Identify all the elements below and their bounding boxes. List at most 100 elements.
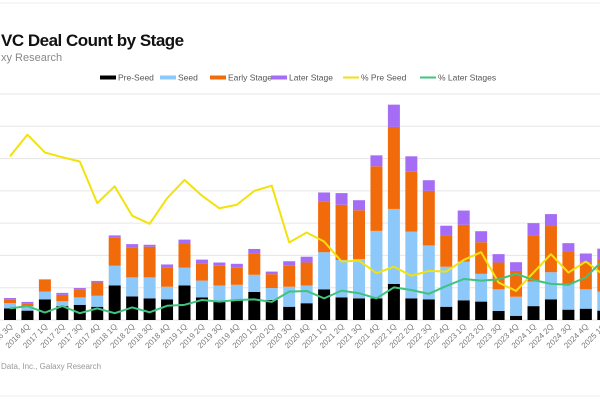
bar-later-stage xyxy=(492,254,505,263)
bar-early-stage xyxy=(527,235,540,282)
legend-label: Seed xyxy=(178,73,198,83)
bar-early-stage xyxy=(318,201,331,253)
bar-seed xyxy=(422,245,435,300)
bar-later-stage xyxy=(318,192,331,202)
bar-seed xyxy=(335,259,348,298)
bar-pre-seed xyxy=(213,301,226,320)
legend-label: Pre-Seed xyxy=(118,73,154,83)
bar-later-stage xyxy=(370,155,383,167)
bar-seed xyxy=(405,231,418,299)
bar-early-stage xyxy=(475,242,488,274)
bar-early-stage xyxy=(597,259,600,292)
bar-seed xyxy=(457,261,470,301)
legend-label: % Pre Seed xyxy=(361,73,407,83)
bar-early-stage xyxy=(178,243,191,268)
bar-early-stage xyxy=(73,289,86,298)
bar-later-stage xyxy=(248,248,261,254)
bar-pre-seed xyxy=(370,298,383,320)
bar-pre-seed xyxy=(56,306,69,320)
bar-early-stage xyxy=(143,246,156,278)
bar-early-stage xyxy=(38,279,51,292)
bar-later-stage xyxy=(21,301,34,304)
bar-pre-seed xyxy=(178,285,191,320)
bar-early-stage xyxy=(422,190,435,246)
bar-seed xyxy=(283,286,296,307)
bar-seed xyxy=(126,277,139,297)
bar-pre-seed xyxy=(475,301,488,320)
bar-later-stage xyxy=(579,253,592,263)
bar-seed xyxy=(195,280,208,298)
bar-seed xyxy=(527,281,540,307)
bar-later-stage xyxy=(387,104,400,127)
bar-pre-seed xyxy=(562,309,575,320)
bar-later-stage xyxy=(300,256,313,263)
bar-seed xyxy=(265,288,278,300)
bar-seed xyxy=(300,285,313,304)
legend-swatch xyxy=(271,75,287,80)
bar-early-stage xyxy=(56,294,69,302)
bar-seed xyxy=(178,267,191,286)
bar-later-stage xyxy=(108,235,121,238)
bar-early-stage xyxy=(370,166,383,231)
bar-later-stage xyxy=(143,244,156,247)
gridlines xyxy=(0,93,600,321)
bar-later-stage xyxy=(38,279,51,280)
bar-pre-seed xyxy=(230,299,243,320)
bar-later-stage xyxy=(597,248,600,260)
bar-pre-seed xyxy=(143,298,156,320)
bar-early-stage xyxy=(21,303,34,307)
bar-pre-seed xyxy=(318,289,331,320)
bar-pre-seed xyxy=(492,310,505,320)
bar-later-stage xyxy=(4,298,16,300)
bar-early-stage xyxy=(492,262,505,290)
bar-seed xyxy=(353,258,365,299)
bar-pre-seed xyxy=(335,297,348,320)
bar-early-stage xyxy=(544,226,557,273)
legend-swatch xyxy=(160,75,176,80)
bar-seed xyxy=(492,289,505,311)
bar-seed xyxy=(4,303,16,309)
bar-early-stage xyxy=(195,263,208,281)
bar-later-stage xyxy=(126,244,139,248)
bar-pre-seed xyxy=(597,310,600,320)
bar-seed xyxy=(21,306,34,311)
bar-early-stage xyxy=(4,299,16,304)
bar-early-stage xyxy=(562,251,575,284)
bar-seed xyxy=(73,297,86,305)
bar-pre-seed xyxy=(440,306,453,320)
bar-seed xyxy=(475,273,488,302)
bar-later-stage xyxy=(178,239,191,244)
bar-seed xyxy=(579,289,592,309)
bar-pre-seed xyxy=(21,310,34,320)
bar-later-stage xyxy=(405,156,418,172)
bar-later-stage xyxy=(161,264,174,268)
bar-pre-seed xyxy=(265,299,278,320)
bar-later-stage xyxy=(283,261,296,266)
bar-seed xyxy=(562,283,575,310)
bar-later-stage xyxy=(475,231,488,243)
bar-pre-seed xyxy=(422,299,435,320)
bar-seed xyxy=(370,230,383,299)
bar-later-stage xyxy=(510,262,523,271)
bar-seed xyxy=(387,208,400,284)
bar-early-stage xyxy=(108,237,121,266)
legend: Pre-Seed Seed Early Stage Later Stage % Pre … xyxy=(100,73,496,83)
bar-early-stage xyxy=(440,235,453,267)
bar-pre-seed xyxy=(387,283,400,320)
bar-later-stage xyxy=(265,271,278,275)
legend-swatch xyxy=(210,75,226,80)
line--pre-seed xyxy=(9,133,600,292)
bar-pre-seed xyxy=(161,299,174,320)
bar-pre-seed xyxy=(544,299,557,320)
bar-later-stage xyxy=(353,200,365,211)
bar-later-stage xyxy=(195,259,208,264)
bar-pre-seed xyxy=(579,308,592,320)
bar-later-stage xyxy=(440,225,453,236)
bar-later-stage xyxy=(73,288,86,290)
bar-early-stage xyxy=(283,265,296,287)
bar-later-stage xyxy=(335,193,348,205)
legend-label: Later Stage xyxy=(289,73,333,83)
bar-early-stage xyxy=(387,126,400,209)
